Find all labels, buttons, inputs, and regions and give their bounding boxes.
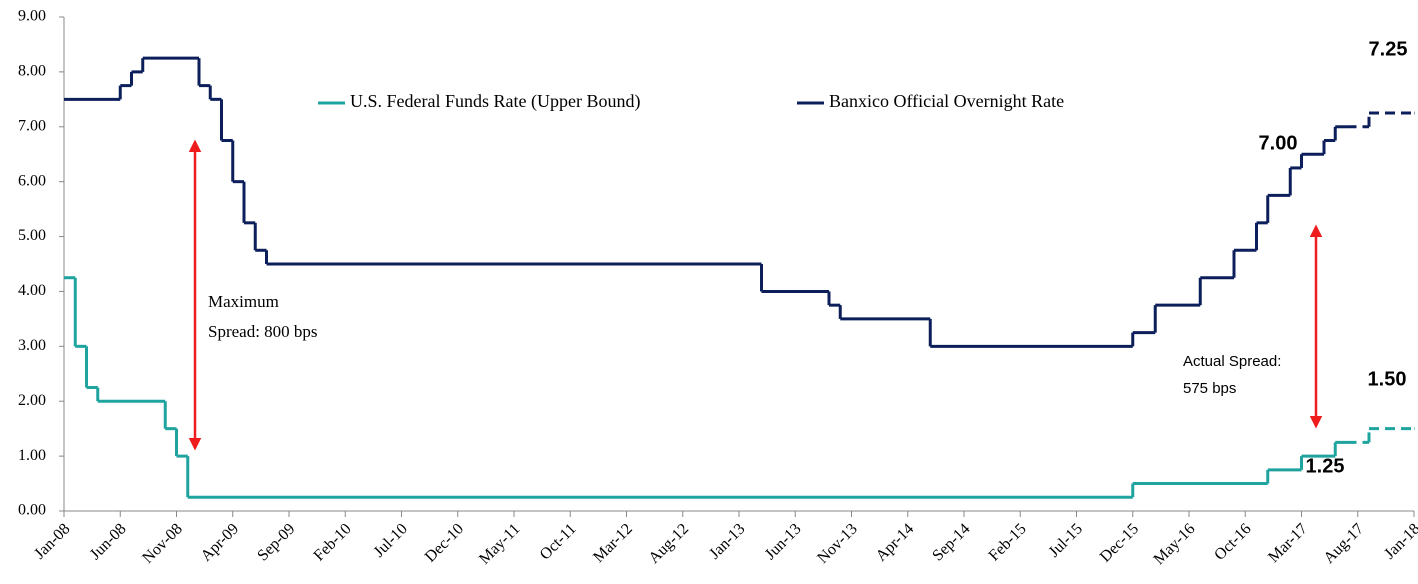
annotation: Spread: 800 bps <box>208 322 318 341</box>
annotation: 575 bps <box>1183 380 1236 397</box>
y-tick-label: 4.00 <box>18 282 46 299</box>
x-tick-label: Aug-17 <box>1321 520 1368 567</box>
x-tick-label: Nov-08 <box>139 520 186 567</box>
x-tick-label: Dec-15 <box>1097 520 1142 565</box>
x-tick-label: Aug-12 <box>646 520 693 567</box>
x-tick-label: Sep-14 <box>929 520 973 564</box>
x-tick-label: Mar-17 <box>1265 520 1311 566</box>
x-tick-label: Jun-13 <box>762 520 805 563</box>
x-tick-label: May-11 <box>476 520 523 567</box>
y-tick-label: 8.00 <box>18 63 46 80</box>
y-tick-label: 7.00 <box>18 117 46 134</box>
x-tick-label: Jan-18 <box>1381 520 1418 562</box>
y-tick-label: 3.00 <box>18 337 46 354</box>
y-tick-label: 5.00 <box>18 227 46 244</box>
x-tick-label: Feb-15 <box>986 520 1030 564</box>
x-tick-label: Feb-10 <box>311 520 355 564</box>
y-tick-label: 6.00 <box>18 172 46 189</box>
x-tick-label: Apr-09 <box>198 520 242 564</box>
data-label: 1.25 <box>1306 455 1345 477</box>
x-tick-label: Jul-10 <box>371 520 411 560</box>
data-label: 7.25 <box>1369 38 1408 60</box>
legend-label: U.S. Federal Funds Rate (Upper Bound) <box>350 91 640 112</box>
x-tick-label: Jan-08 <box>31 520 73 562</box>
x-tick-label: Oct-11 <box>537 520 580 563</box>
x-tick-label: Jan-13 <box>706 520 748 562</box>
x-tick-label: Jul-15 <box>1046 520 1086 560</box>
x-tick-label: Nov-13 <box>814 520 861 567</box>
x-tick-label: Mar-12 <box>590 520 636 566</box>
x-tick-label: Jun-08 <box>87 520 130 563</box>
data-label: 1.50 <box>1368 368 1407 390</box>
legend-label: Banxico Official Overnight Rate <box>829 91 1064 111</box>
x-tick-label: Oct-16 <box>1211 520 1254 563</box>
y-tick-label: 2.00 <box>18 392 46 409</box>
annotation: Actual Spread: <box>1183 353 1281 370</box>
y-tick-label: 9.00 <box>18 8 46 25</box>
y-tick-label: 1.00 <box>18 447 46 464</box>
y-tick-label: 0.00 <box>18 502 46 519</box>
x-tick-label: Dec-10 <box>422 520 467 565</box>
x-tick-label: Apr-14 <box>873 520 917 564</box>
annotation: Maximum <box>208 292 279 311</box>
data-label: 7.00 <box>1259 132 1298 154</box>
x-tick-label: May-16 <box>1151 520 1199 568</box>
x-tick-label: Sep-09 <box>254 520 298 564</box>
